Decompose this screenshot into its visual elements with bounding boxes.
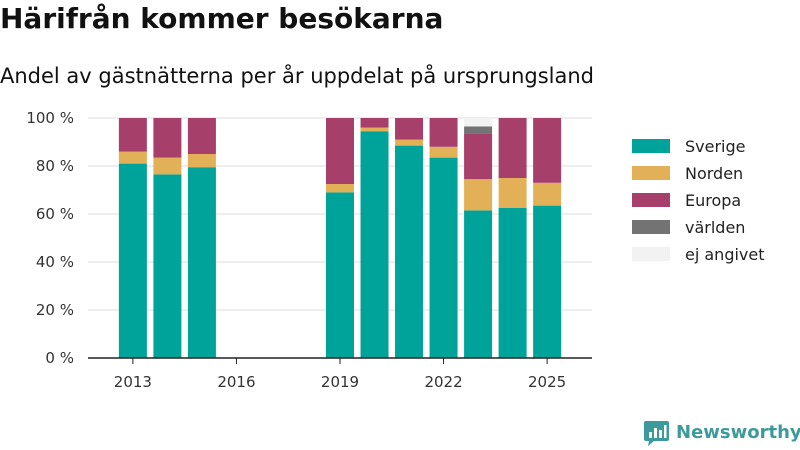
bar-segment: [395, 139, 424, 146]
x-tick-label: 2016: [217, 373, 255, 391]
bars: [118, 118, 562, 358]
bar-segment: [429, 118, 458, 147]
bar-segment: [533, 205, 562, 358]
legend: Sverige Norden Europa världen ej angivet: [632, 137, 765, 264]
bar-segment: [464, 179, 493, 211]
bar-segment: [360, 131, 389, 358]
bar-segment: [326, 184, 354, 193]
bar-segment: [464, 118, 493, 127]
bar-segment: [498, 178, 527, 208]
x-axis: 2013 2016 2019 2022 2025: [88, 357, 592, 391]
bar-segment: [360, 118, 389, 128]
bar-segment: [533, 182, 562, 206]
y-tick-label: 40 %: [36, 253, 74, 271]
bar-segment: [498, 118, 527, 178]
bar-segment: [498, 208, 527, 358]
chart-subtitle: Andel av gästnätterna per år uppdelat på…: [0, 64, 594, 88]
bar-segment: [464, 126, 493, 134]
bar-segment: [153, 174, 182, 358]
bar-segment: [326, 192, 354, 358]
bar-segment: [153, 157, 182, 175]
x-tick-label: 2019: [321, 373, 359, 391]
bar-segment: [395, 118, 424, 140]
bar-segment: [429, 146, 458, 158]
newsworthy-logo: Newsworthy: [643, 419, 800, 446]
legend-label: ej angivet: [685, 245, 765, 264]
legend-swatch: [632, 139, 670, 153]
bar-segment: [395, 145, 424, 358]
legend-label: Norden: [685, 164, 743, 183]
legend-label: Europa: [685, 191, 741, 210]
bar-segment: [429, 157, 458, 358]
legend-swatch: [632, 247, 670, 261]
y-tick-label: 80 %: [36, 157, 74, 175]
legend-label: Sverige: [685, 137, 746, 156]
y-tick-label: 100 %: [26, 109, 74, 127]
bar-segment: [118, 151, 147, 164]
bar-segment: [326, 118, 354, 184]
newsworthy-logo-icon: [644, 421, 669, 446]
y-axis: 0 % 20 % 40 % 60 % 80 % 100 %: [26, 109, 74, 367]
bar-segment: [464, 210, 493, 358]
x-tick-label: 2022: [424, 373, 462, 391]
x-tick-label: 2013: [114, 373, 152, 391]
bar-segment: [360, 127, 389, 132]
newsworthy-logo-text: Newsworthy: [676, 422, 800, 443]
legend-label: världen: [685, 218, 745, 237]
legend-swatch: [632, 220, 670, 234]
y-tick-label: 0 %: [45, 349, 74, 367]
bar-segment: [118, 163, 147, 358]
legend-swatch: [632, 166, 670, 180]
bar-segment: [464, 133, 493, 180]
bar-segment: [533, 118, 562, 183]
x-tick-label: 2025: [528, 373, 566, 391]
y-tick-label: 60 %: [36, 205, 74, 223]
bar-segment: [153, 118, 182, 158]
legend-swatch: [632, 193, 670, 207]
bar-segment: [187, 167, 216, 358]
bar-segment: [118, 118, 147, 152]
chart-title: Härifrån kommer besökarna: [0, 2, 444, 35]
y-tick-label: 20 %: [36, 301, 74, 319]
bar-segment: [187, 154, 216, 168]
bar-segment: [187, 118, 216, 154]
